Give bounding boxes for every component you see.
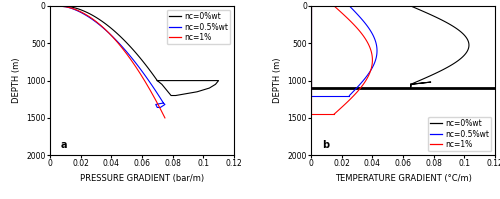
X-axis label: PRESSURE GRADIENT (bar/m): PRESSURE GRADIENT (bar/m) [80, 174, 204, 183]
X-axis label: TEMPERATURE GRADIENT (°C/m): TEMPERATURE GRADIENT (°C/m) [334, 174, 471, 183]
Y-axis label: DEPTH (m): DEPTH (m) [12, 58, 21, 103]
Legend: nc=0%wt, nc=0.5%wt, nc=1%: nc=0%wt, nc=0.5%wt, nc=1% [428, 117, 491, 151]
Text: a: a [61, 140, 68, 150]
Text: b: b [322, 140, 330, 150]
Y-axis label: DEPTH (m): DEPTH (m) [273, 58, 282, 103]
Legend: nc=0%wt, nc=0.5%wt, nc=1%: nc=0%wt, nc=0.5%wt, nc=1% [167, 10, 230, 44]
